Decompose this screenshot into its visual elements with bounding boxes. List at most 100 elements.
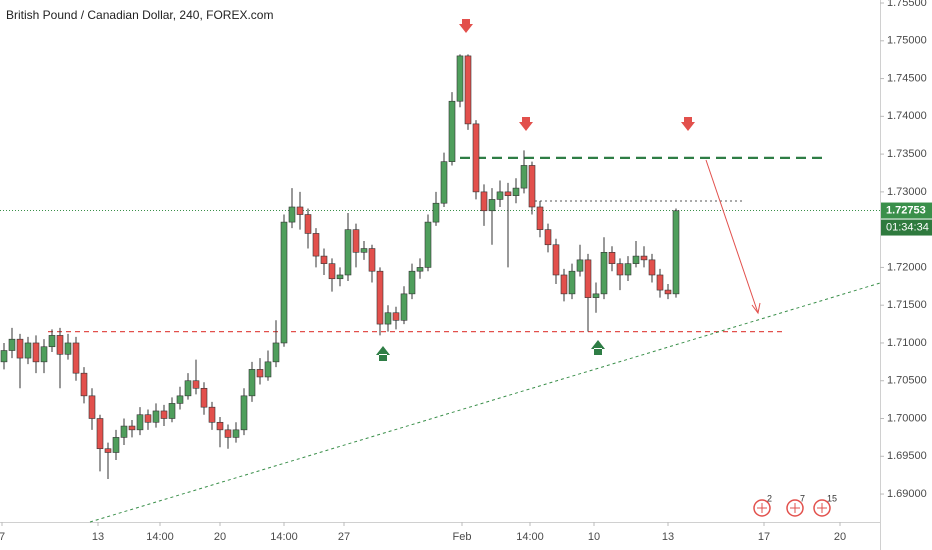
sell-arrow xyxy=(519,117,533,131)
candle-body xyxy=(80,372,88,397)
candle-body xyxy=(344,229,352,276)
event-count: 2 xyxy=(767,493,772,503)
y-tick-label: 1.74000 xyxy=(887,110,927,122)
candle-body xyxy=(280,221,288,344)
candle-body xyxy=(664,289,672,295)
candle-body xyxy=(160,410,168,419)
candle-body xyxy=(496,191,504,200)
candle-body xyxy=(264,361,272,378)
buy-arrow xyxy=(591,340,605,355)
sell-arrow xyxy=(459,19,473,33)
candle-body xyxy=(288,206,296,223)
candle-body xyxy=(392,312,400,321)
candle-body xyxy=(208,406,216,423)
candle-body xyxy=(296,206,304,215)
event-icon-cross xyxy=(757,503,767,513)
candle-body xyxy=(544,229,552,246)
candle-body xyxy=(384,312,392,325)
candle-body xyxy=(568,270,576,295)
candle-body xyxy=(552,244,560,276)
candle-body xyxy=(640,255,648,261)
candle-body xyxy=(256,369,264,378)
candle-body xyxy=(272,342,280,363)
y-tick-label: 1.71000 xyxy=(887,337,927,349)
candle-body xyxy=(176,395,184,404)
candle-body xyxy=(16,338,24,359)
candle-body xyxy=(304,214,312,234)
event-icon-cross xyxy=(790,503,800,513)
candle-body xyxy=(40,346,48,363)
candle-body xyxy=(248,369,256,397)
y-tick-label: 1.73500 xyxy=(887,148,927,160)
y-tick-label: 1.73000 xyxy=(887,186,927,198)
candle-body xyxy=(672,210,680,295)
candle-body xyxy=(624,263,632,276)
projection-line xyxy=(705,159,759,314)
candle-body xyxy=(328,263,336,280)
candle-body xyxy=(616,263,624,276)
candle-body xyxy=(400,293,408,321)
candle-body xyxy=(576,259,584,272)
candle-body xyxy=(504,191,512,196)
candle-body xyxy=(536,206,544,230)
countdown-label: 01:34:34 xyxy=(886,221,929,233)
last-price-box xyxy=(881,202,932,219)
candle-body xyxy=(416,267,424,272)
candle-body xyxy=(0,350,8,363)
candle-body xyxy=(64,342,72,355)
candle-body xyxy=(152,410,160,423)
candle-body xyxy=(432,202,440,223)
event-count: 15 xyxy=(827,493,837,503)
candle-body xyxy=(136,414,144,431)
y-tick-label: 1.75500 xyxy=(887,0,927,9)
plot xyxy=(0,54,881,523)
candle-body xyxy=(184,380,192,397)
candle-body xyxy=(48,335,56,348)
candle-body xyxy=(560,274,568,295)
candle-body xyxy=(632,255,640,264)
x-tick-label: 27 xyxy=(338,531,350,543)
annotations xyxy=(376,19,761,361)
candle-body xyxy=(32,342,40,363)
candle-body xyxy=(648,259,656,276)
candle-body xyxy=(456,55,464,102)
candle-body xyxy=(192,380,200,389)
candle-body xyxy=(376,270,384,325)
x-tick-label: Feb xyxy=(453,531,472,543)
candle-body xyxy=(144,414,152,423)
candle-body xyxy=(72,342,80,374)
candle-body xyxy=(232,429,240,438)
buy-arrow xyxy=(376,346,390,361)
candle-body xyxy=(464,55,472,125)
y-tick-label: 1.69000 xyxy=(887,488,927,500)
candle-body xyxy=(96,418,104,450)
candle-body xyxy=(488,199,496,212)
candle-body xyxy=(200,387,208,408)
x-tick-label: 14:00 xyxy=(146,531,174,543)
candle-body xyxy=(472,123,480,193)
candle-body xyxy=(360,248,368,253)
candle-body xyxy=(584,259,592,298)
candle-body xyxy=(352,229,360,253)
y-tick-label: 1.74500 xyxy=(887,72,927,84)
candle-body xyxy=(480,191,488,212)
x-tick-label: 20 xyxy=(834,531,846,543)
x-tick-label: 20 xyxy=(214,531,226,543)
candle-body xyxy=(312,233,320,257)
candle-body xyxy=(24,342,32,359)
candle-body xyxy=(336,274,344,280)
candle-body xyxy=(224,429,232,438)
y-tick-label: 1.75000 xyxy=(887,35,927,47)
candle-body xyxy=(168,403,176,419)
x-tick-label: 13 xyxy=(662,531,674,543)
candle-body xyxy=(424,221,432,268)
candle-body xyxy=(368,248,376,272)
candle-body xyxy=(408,270,416,295)
candle-body xyxy=(240,395,248,431)
projection-head xyxy=(751,302,761,315)
event-count: 7 xyxy=(800,493,805,503)
y-tick-label: 1.71500 xyxy=(887,299,927,311)
candle-body xyxy=(592,293,600,298)
candle-body xyxy=(512,187,520,196)
y-tick-label: 1.70000 xyxy=(887,412,927,424)
